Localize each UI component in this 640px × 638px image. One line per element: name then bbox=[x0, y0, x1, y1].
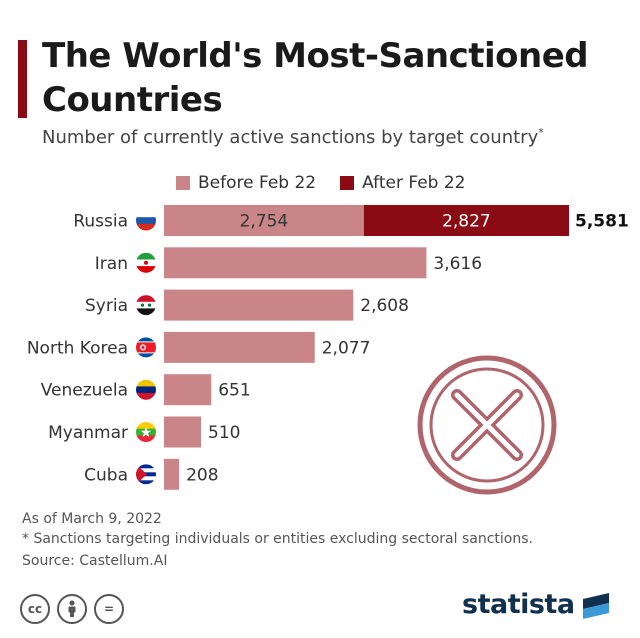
statista-mark-icon bbox=[582, 592, 609, 619]
legend-swatch-before bbox=[176, 176, 190, 190]
segment-label-after: 2,827 bbox=[442, 212, 491, 232]
legend-item-after: After Feb 22 bbox=[340, 173, 466, 193]
cc-icon: cc bbox=[20, 594, 50, 624]
legend-swatch-after bbox=[340, 176, 355, 190]
bar-before bbox=[164, 289, 354, 321]
chart-subtitle: Number of currently active sanctions by … bbox=[42, 126, 622, 148]
total-label: 5,581 bbox=[575, 212, 629, 232]
total-label: 651 bbox=[218, 381, 250, 401]
north-korea-flag-icon bbox=[136, 337, 156, 358]
total-label: 208 bbox=[186, 465, 218, 485]
total-label: 2,077 bbox=[322, 338, 371, 358]
bar-row: North Korea 2,077 bbox=[27, 331, 371, 363]
total-label: 2,608 bbox=[360, 296, 409, 316]
title-accent-bar bbox=[18, 40, 27, 118]
syria-flag-icon bbox=[136, 295, 156, 316]
total-label: 3,616 bbox=[433, 254, 482, 274]
total-label: 510 bbox=[208, 423, 240, 443]
subtitle-footnote-mark: * bbox=[538, 126, 544, 139]
by-icon bbox=[57, 594, 87, 624]
cc-glyph: cc bbox=[27, 602, 43, 616]
iran-flag-icon bbox=[136, 252, 156, 273]
bar-row: Syria 2,608 bbox=[85, 289, 409, 321]
bar-after bbox=[363, 205, 569, 236]
bar-chart: Russia 2,754 2,827 5,581 Iran 3,616 Syria 2,608… bbox=[27, 205, 629, 495]
category-label: North Korea bbox=[27, 338, 128, 358]
category-label: Syria bbox=[85, 296, 128, 316]
bar-before bbox=[164, 205, 364, 236]
bar-before bbox=[164, 247, 427, 279]
venezuela-flag-icon bbox=[136, 379, 156, 400]
cancel-stamp-icon bbox=[417, 355, 557, 495]
category-label: Cuba bbox=[84, 465, 128, 485]
legend-label-before: Before Feb 22 bbox=[198, 173, 317, 193]
chart-title: The World's Most-Sanctioned Countries bbox=[42, 36, 589, 120]
statista-logo[interactable]: statista bbox=[462, 589, 611, 620]
footnote: * Sanctions targeting individuals or ent… bbox=[22, 531, 533, 547]
brand-name: statista bbox=[462, 589, 575, 620]
bar-row: Russia 2,754 2,827 5,581 bbox=[73, 205, 629, 236]
legend-label-after: After Feb 22 bbox=[362, 173, 466, 193]
bar-before bbox=[164, 374, 212, 406]
subtitle-text: Number of currently active sanctions by … bbox=[42, 127, 539, 148]
chart-rows: Russia 2,754 2,827 5,581 Iran 3,616 Syria 2,608… bbox=[27, 205, 629, 490]
person-icon bbox=[68, 600, 76, 617]
bar-before bbox=[164, 458, 180, 490]
bar-before bbox=[164, 331, 315, 363]
nd-glyph: = bbox=[103, 602, 115, 616]
category-label: Iran bbox=[95, 254, 128, 274]
category-label: Venezuela bbox=[41, 381, 128, 401]
bar-row: Iran 3,616 bbox=[95, 247, 482, 279]
russia-flag-icon bbox=[136, 210, 156, 231]
date-note: As of March 9, 2022 bbox=[22, 511, 162, 527]
license-icons: cc = bbox=[20, 594, 131, 624]
nd-icon: = bbox=[94, 594, 124, 624]
bar-row: Venezuela 651 bbox=[41, 374, 251, 406]
bar-row: Cuba 208 bbox=[84, 458, 219, 490]
bar-before bbox=[164, 416, 202, 448]
cuba-flag-icon bbox=[136, 464, 156, 485]
segment-label-before: 2,754 bbox=[240, 212, 289, 232]
bar-row: Myanmar 510 bbox=[48, 416, 240, 448]
myanmar-flag-icon bbox=[136, 422, 156, 442]
legend: Before Feb 22 After Feb 22 bbox=[176, 172, 490, 194]
category-label: Russia bbox=[73, 212, 128, 232]
legend-item-before: Before Feb 22 bbox=[176, 173, 316, 193]
source-note: Source: Castellum.AI bbox=[22, 553, 168, 569]
category-label: Myanmar bbox=[48, 423, 128, 443]
